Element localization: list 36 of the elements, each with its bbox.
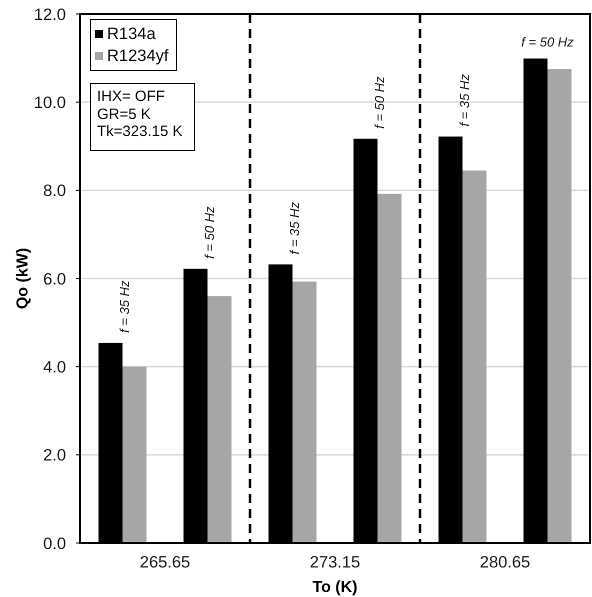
bar	[208, 296, 232, 543]
annotation: f = 50 Hz	[372, 76, 387, 129]
x-tick-label: 280.65	[480, 554, 530, 572]
bar	[122, 366, 146, 543]
y-tick-label: 10.0	[34, 94, 66, 112]
annotation: IHX= OFF	[97, 88, 166, 106]
y-tick-label: 12.0	[34, 6, 66, 24]
legend-label: R1234yf	[107, 46, 168, 66]
y-tick-label: 8.0	[43, 182, 66, 200]
annotation: GR=5 K	[97, 106, 152, 123]
y-tick-label: 2.0	[43, 446, 66, 465]
y-axis-title: Qo (kW)	[14, 248, 32, 310]
bar	[268, 264, 292, 543]
x-axis-title: To (K)	[312, 579, 358, 596]
bar	[292, 282, 316, 543]
y-tick-label: 6.0	[43, 270, 66, 288]
bar	[438, 136, 462, 543]
y-tick-label: 0.0	[43, 534, 66, 553]
x-tick-label: 265.65	[140, 554, 190, 572]
annotation: f = 35 Hz	[286, 202, 302, 254]
bar	[378, 194, 402, 543]
annotation: f = 50 Hz	[521, 34, 574, 50]
legend-label: R134a	[107, 24, 156, 44]
note-box: IHX= OFF GR=5 K Tk=323.15 K	[90, 83, 196, 150]
bar	[462, 170, 486, 543]
annotation: f = 35 Hz	[456, 74, 472, 127]
annotation: f = 50 Hz	[202, 206, 217, 259]
bar	[98, 342, 122, 543]
annotation: Tk=323.15 K	[97, 123, 182, 140]
bar	[354, 138, 378, 543]
bar	[548, 69, 572, 543]
annotation: f = 35 Hz	[116, 280, 132, 333]
bar	[524, 58, 548, 543]
bar	[184, 268, 208, 543]
y-tick-label: 4.0	[43, 358, 66, 377]
x-tick-label: 273.15	[310, 554, 360, 572]
